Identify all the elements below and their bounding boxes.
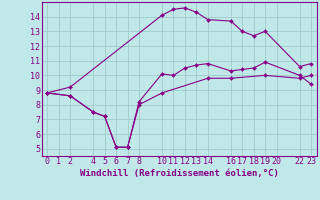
X-axis label: Windchill (Refroidissement éolien,°C): Windchill (Refroidissement éolien,°C) <box>80 169 279 178</box>
